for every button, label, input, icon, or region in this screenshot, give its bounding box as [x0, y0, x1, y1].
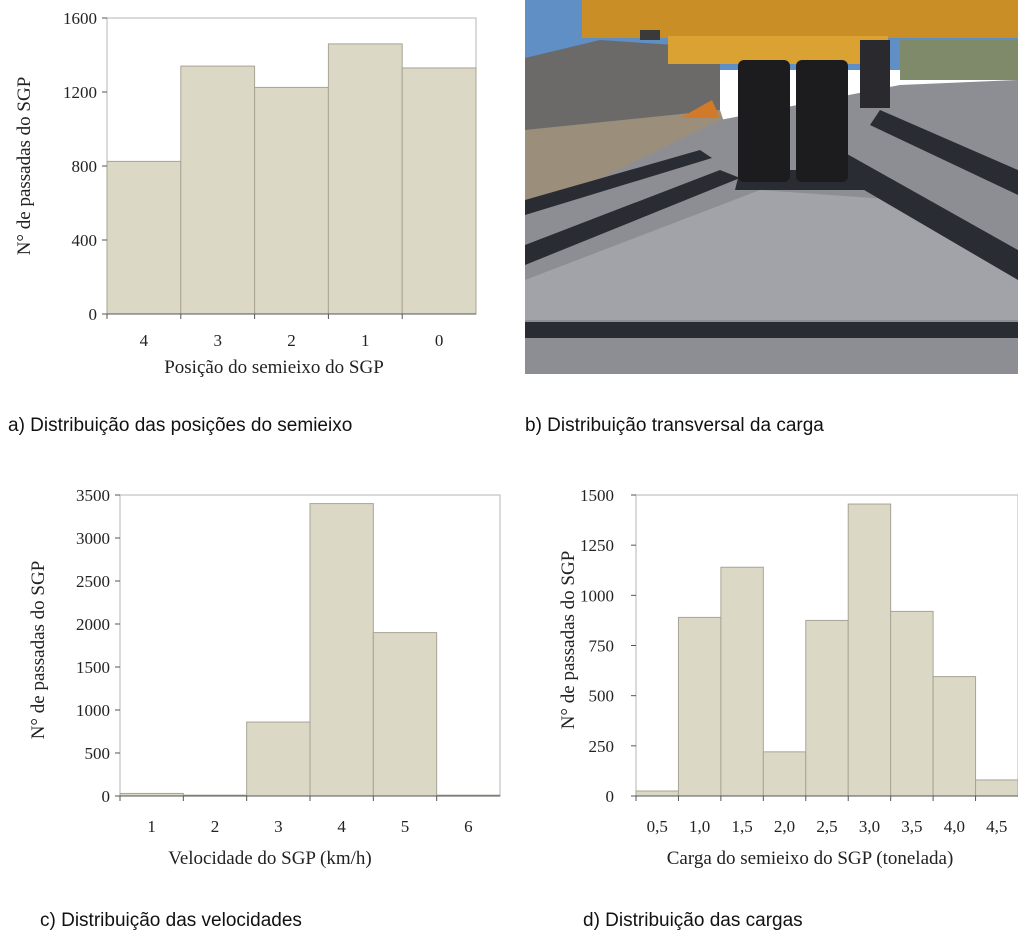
photo-cone	[680, 100, 720, 118]
photo-shadow-bottom	[525, 322, 1018, 338]
photo-shadow-right-1	[830, 150, 1018, 280]
chart-d-bar-3	[762, 751, 807, 797]
chart-d-y-tick-label: 1250	[580, 536, 614, 555]
chart-d-bar-5	[847, 503, 892, 797]
caption-d: d) Distribuição das cargas	[583, 910, 803, 931]
chart-c-bar-4	[372, 632, 438, 797]
chart-c-x-ticks: 1 2 3 4 5 6	[119, 796, 473, 836]
road-truck-photo	[525, 0, 1018, 374]
chart-a-x-ticks: 4 3 2 1 0	[106, 314, 444, 350]
chart-d-bar-2	[720, 566, 764, 797]
photo-tire-left	[738, 60, 790, 182]
chart-a-bar-1	[180, 65, 256, 315]
chart-c: 0 500 1000 1500 2000 2500 3000 3500 1 2 3 4 5 6 Velo…	[28, 486, 501, 869]
chart-c-y-ticks: 0 500 1000 1500 2000 2500 3000 3500	[76, 486, 120, 806]
chart-a-y-label: N° de passadas do SGP	[14, 77, 35, 256]
chart-a-y-tick-label: 1200	[63, 83, 97, 102]
chart-c-x-tick-label: 2	[211, 817, 220, 836]
chart-d-y-tick-label: 500	[589, 687, 615, 706]
chart-d-bar-8	[975, 779, 1018, 797]
chart-d-bar-0	[635, 790, 679, 797]
chart-c-x-tick-label: 3	[274, 817, 283, 836]
chart-d-x-ticks: 0,5 1,0 1,5 2,0 2,5 3,0 3,5 4,0 4,5	[635, 796, 1007, 836]
chart-c-y-tick-label: 1000	[76, 701, 110, 720]
chart-d-x-tick-label: 4,5	[986, 817, 1007, 836]
chart-a-y-tick-label: 0	[89, 305, 98, 324]
chart-c-bar-3	[309, 503, 374, 797]
chart-d-bar-4	[805, 619, 849, 797]
chart-c-y-tick-label: 2000	[76, 615, 110, 634]
caption-a: a) Distribuição das posições do semieixo	[8, 415, 352, 436]
chart-a: 0 400 800 1200 1600 4 3 2 1 0 Posição do semieix…	[14, 9, 477, 378]
photo-trees	[900, 40, 1018, 80]
chart-c-x-tick-label: 6	[464, 817, 473, 836]
chart-c-y-tick-label: 0	[102, 787, 111, 806]
chart-a-x-tick-label: 3	[213, 331, 222, 350]
chart-c-x-tick-label: 5	[401, 817, 410, 836]
chart-c-y-tick-label: 3500	[76, 486, 110, 505]
chart-d-x-tick-label: 1,0	[689, 817, 710, 836]
photo-truck-bracket	[640, 30, 660, 40]
chart-a-x-tick-label: 1	[361, 331, 370, 350]
chart-c-y-label: N° de passadas do SGP	[28, 561, 49, 740]
chart-a-y-tick-label: 800	[72, 157, 98, 176]
chart-d-y-tick-label: 750	[589, 637, 615, 656]
chart-d-y-label: N° de passadas do SGP	[558, 551, 579, 730]
chart-a-x-label: Posição do semieixo do SGP	[164, 357, 384, 378]
chart-a-y-tick-label: 400	[72, 231, 98, 250]
chart-d-x-tick-label: 3,0	[859, 817, 880, 836]
caption-c: c) Distribuição das velocidades	[40, 910, 302, 931]
chart-d-x-tick-label: 1,5	[731, 817, 752, 836]
chart-d-y-tick-label: 1500	[580, 486, 614, 505]
chart-d-bar-1	[677, 616, 722, 797]
chart-a-bars	[106, 43, 477, 315]
chart-a-y-tick-label: 1600	[63, 9, 97, 28]
chart-c-y-tick-label: 500	[85, 744, 111, 763]
chart-d-bars	[635, 503, 1018, 797]
chart-c-y-tick-label: 2500	[76, 572, 110, 591]
chart-a-bar-2	[254, 86, 329, 315]
chart-a-x-tick-label: 0	[435, 331, 444, 350]
chart-d-y-tick-label: 0	[606, 787, 615, 806]
chart-c-x-tick-label: 4	[337, 817, 346, 836]
chart-d-y-ticks: 0 250 500 750 1000 1250 1500	[580, 486, 636, 806]
chart-a-bar-0	[106, 160, 182, 315]
chart-d-y-tick-label: 250	[589, 737, 615, 756]
chart-c-y-tick-label: 1500	[76, 658, 110, 677]
photo-truck-beam	[668, 36, 888, 64]
chart-d-y-tick-label: 1000	[580, 586, 614, 605]
chart-d-bar-6	[890, 610, 934, 797]
photo-shadow-right-2	[870, 110, 1018, 195]
chart-a-bar-3	[327, 43, 403, 315]
photo-road-sunlit	[525, 190, 1018, 320]
photo-truck-part	[860, 40, 890, 108]
chart-a-bar-4	[401, 67, 477, 315]
chart-d-bar-7	[932, 676, 977, 797]
chart-c-y-tick-label: 3000	[76, 529, 110, 548]
chart-d-x-tick-label: 0,5	[647, 817, 668, 836]
chart-d-x-tick-label: 2,0	[774, 817, 795, 836]
photo-tire-right	[796, 60, 848, 182]
chart-c-x-label: Velocidade do SGP (km/h)	[168, 848, 372, 869]
chart-a-x-tick-label: 2	[287, 331, 296, 350]
chart-c-bar-2	[246, 721, 311, 797]
chart-a-y-ticks: 0 400 800 1200 1600	[63, 9, 107, 324]
chart-d: 0 250 500 750 1000 1250 1500 0,5 1,0 1,5 2,0 2,5 3,…	[558, 486, 1018, 869]
chart-c-bars	[119, 503, 501, 797]
chart-c-x-tick-label: 1	[147, 817, 156, 836]
chart-d-x-tick-label: 2,5	[816, 817, 837, 836]
chart-d-x-label: Carga do semieixo do SGP (tonelada)	[667, 848, 954, 869]
chart-d-x-tick-label: 4,0	[944, 817, 965, 836]
photo-shadow-left-1	[525, 170, 740, 265]
caption-b: b) Distribuição transversal da carga	[525, 415, 824, 436]
photo-shadow-left-2	[525, 150, 712, 215]
chart-a-x-tick-label: 4	[140, 331, 149, 350]
chart-d-x-tick-label: 3,5	[901, 817, 922, 836]
